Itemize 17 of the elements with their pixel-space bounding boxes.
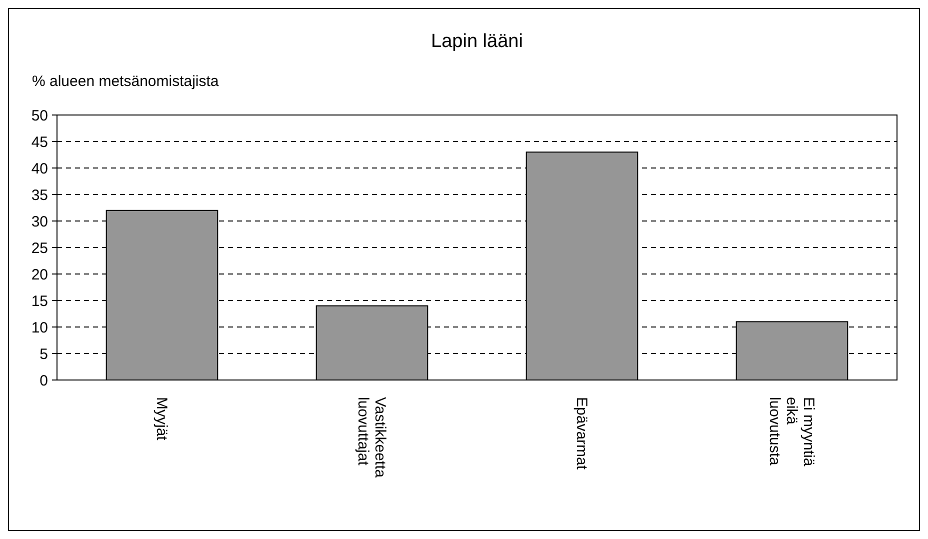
x-tick-label: Vastikkeetta luovuttajat: [354, 397, 388, 478]
x-tick-label: Myyjät: [152, 397, 170, 442]
y-tick-label: 10: [31, 319, 48, 336]
y-tick-label: 0: [40, 372, 48, 390]
y-tick-label: 50: [31, 107, 48, 124]
y-tick-label: 35: [31, 186, 48, 204]
y-tick-label: 25: [31, 240, 48, 257]
y-axis-title: % alueen metsänomistajista: [32, 73, 220, 90]
x-tick-label: Epävarmat: [572, 397, 590, 470]
y-tick-label: 45: [31, 134, 48, 151]
x-tick-label: Ei myyntiä eikä luovutusta: [766, 397, 817, 467]
y-tick-label: 15: [31, 292, 48, 310]
y-tick-label: 30: [31, 213, 48, 230]
chart-title: Lapin lääni: [431, 31, 523, 52]
y-tick-label: 5: [40, 346, 48, 363]
y-tick-label: 20: [31, 266, 48, 284]
y-tick-label: 40: [31, 160, 48, 178]
